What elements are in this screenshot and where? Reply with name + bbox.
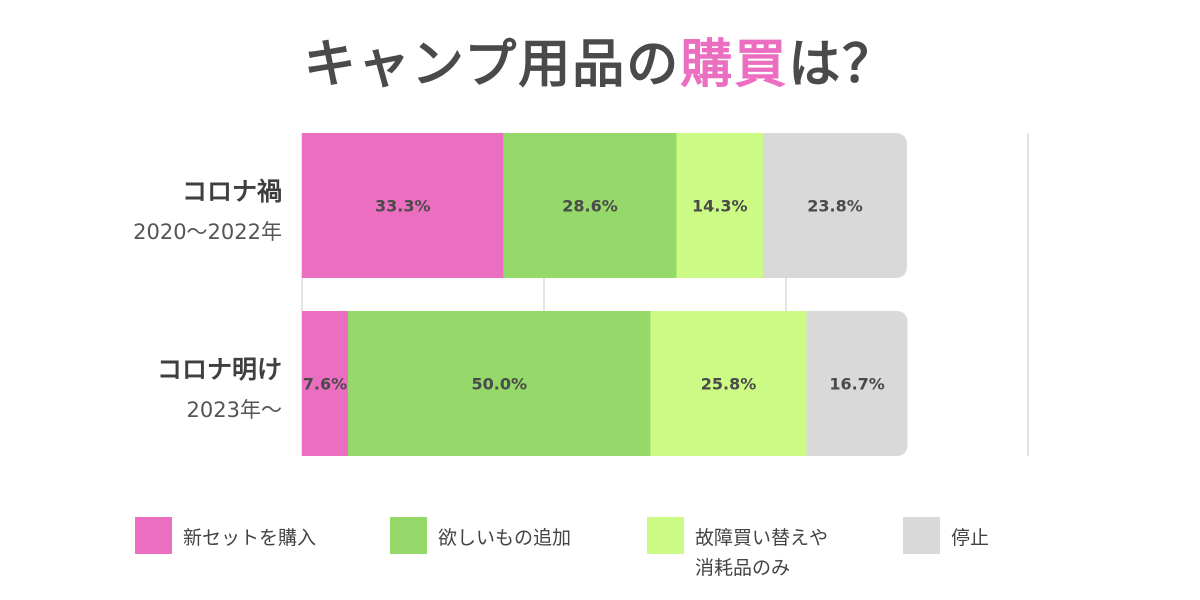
data-label: 23.8% <box>807 197 863 216</box>
bar-segment <box>302 133 504 278</box>
data-label: 50.0% <box>471 375 527 394</box>
title-prefix: キャンプ用品の <box>303 35 681 95</box>
legend-swatch <box>647 517 684 554</box>
row-label-sub: 2023年〜 <box>186 398 282 422</box>
data-label: 25.8% <box>701 375 757 394</box>
bar-group <box>302 133 907 278</box>
bar-segment <box>503 133 677 278</box>
chart-title: キャンプ用品の購買は？ <box>0 22 1200 97</box>
bar-segment <box>763 133 907 278</box>
row-label-covid: コロナ禍 2020〜2022年 <box>133 172 282 246</box>
bar-segment <box>650 311 807 456</box>
bar-group <box>302 311 908 456</box>
legend-label: 欲しいもの追加 <box>438 527 572 549</box>
data-label: 7.6% <box>303 375 347 394</box>
bar-segment <box>302 311 348 456</box>
data-label: 28.6% <box>562 197 618 216</box>
row-label-main: コロナ明け <box>156 355 282 384</box>
bar-segment <box>806 311 908 456</box>
data-label: 16.7% <box>829 375 885 394</box>
legend-label: 故障買い替えや 消耗品のみ <box>695 527 829 579</box>
legend-swatch <box>903 517 940 554</box>
data-label: 14.3% <box>692 197 748 216</box>
bar-segment <box>347 311 651 456</box>
legend-label: 停止 <box>951 527 990 549</box>
bar-segment <box>676 133 764 278</box>
legend-swatch <box>135 517 172 554</box>
legend-label: 新セットを購入 <box>183 527 317 549</box>
data-label: 33.3% <box>375 197 431 216</box>
row-label-sub: 2020〜2022年 <box>133 220 282 244</box>
title-suffix: は？ <box>788 35 897 95</box>
legend-swatch <box>390 517 427 554</box>
title-highlight: 購買 <box>680 35 789 95</box>
row-label-post-covid: コロナ明け 2023年〜 <box>157 350 282 424</box>
row-label-main: コロナ禍 <box>181 177 282 206</box>
